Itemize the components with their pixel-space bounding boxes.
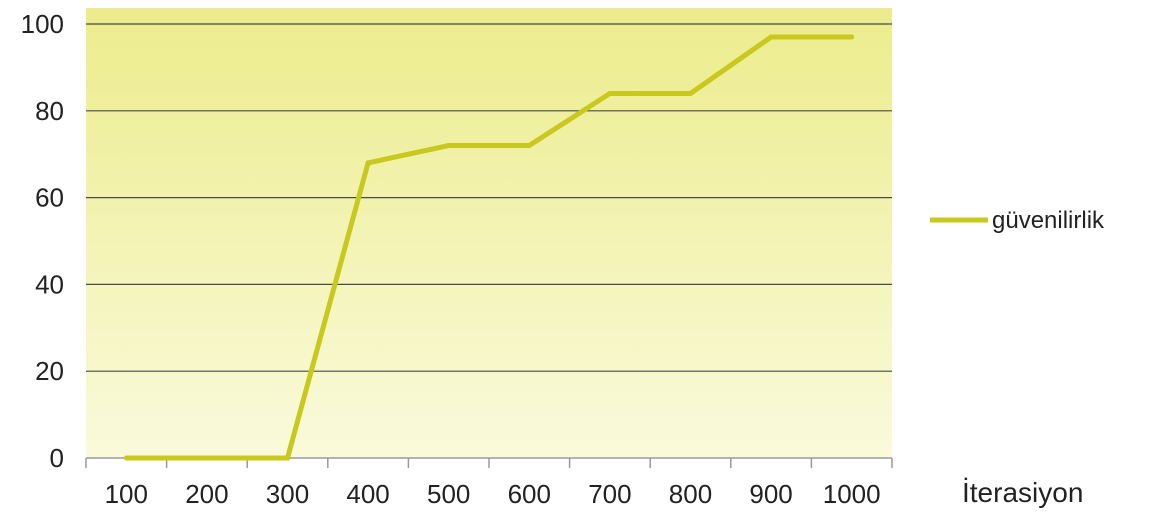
x-tick-label: 900: [749, 479, 792, 509]
data-point: [768, 34, 774, 40]
x-tick-label: 600: [508, 479, 551, 509]
grid-lines: [86, 23, 892, 372]
y-tick-label: 0: [50, 443, 64, 473]
data-point: [204, 455, 210, 461]
x-tick-label: 1000: [823, 479, 881, 509]
data-point: [849, 34, 855, 40]
x-tick-label: 500: [427, 479, 470, 509]
y-tick-label: 40: [35, 269, 64, 299]
x-tick-label: 200: [185, 479, 228, 509]
series-line: [126, 34, 852, 461]
legend: güvenilirlik: [930, 207, 1105, 234]
series-group: [123, 34, 855, 461]
x-axis-title: İterasiyon: [962, 477, 1083, 508]
data-point: [688, 90, 693, 96]
y-tick-label: 100: [21, 9, 64, 39]
x-tick-label: 300: [266, 479, 309, 509]
data-point: [365, 160, 371, 166]
y-tick-label: 60: [35, 183, 64, 213]
x-tick-label: 400: [346, 479, 389, 509]
data-point: [607, 90, 613, 96]
data-point: [526, 143, 532, 149]
data-point: [123, 455, 129, 461]
x-axis: 100 200 300 400 500 600 700 800 900 1000: [85, 457, 893, 509]
x-tick-label: 700: [588, 479, 631, 509]
data-point: [446, 143, 452, 149]
x-tick-label: 800: [669, 479, 712, 509]
data-point: [285, 455, 290, 461]
plot-area: [86, 8, 892, 458]
legend-label: güvenilirlik: [992, 207, 1105, 234]
y-tick-label: 20: [35, 356, 64, 386]
y-axis: 0 20 40 60 80 100: [21, 9, 64, 473]
x-tick-label: 100: [105, 479, 148, 509]
y-tick-label: 80: [35, 96, 64, 126]
